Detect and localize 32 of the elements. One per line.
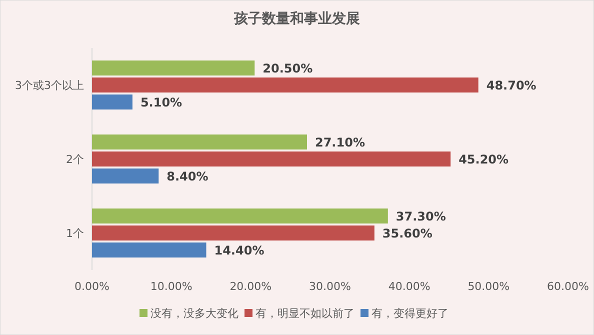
bar bbox=[92, 208, 388, 224]
data-label: 35.60% bbox=[382, 226, 432, 240]
chart-title: 孩子数量和事业发展 bbox=[233, 10, 360, 27]
data-label: 27.10% bbox=[314, 136, 365, 150]
bar bbox=[92, 134, 307, 150]
y-tick-label: 1个 bbox=[66, 227, 84, 240]
data-label: 48.70% bbox=[486, 78, 536, 92]
bar bbox=[92, 78, 478, 92]
data-label: 37.30% bbox=[396, 210, 446, 224]
x-tick-label: 40.00% bbox=[388, 280, 430, 293]
bar bbox=[92, 60, 255, 76]
legend-label: 有，变得更好了 bbox=[372, 307, 448, 320]
bar bbox=[92, 94, 132, 110]
legend-label: 有，明显不如以前了 bbox=[256, 307, 354, 320]
x-tick-label: 50.00% bbox=[468, 280, 510, 293]
x-tick-label: 0.00% bbox=[74, 280, 110, 293]
x-tick-label: 10.00% bbox=[150, 280, 192, 293]
data-label: 45.20% bbox=[458, 152, 509, 166]
x-tick-label: 30.00% bbox=[309, 280, 351, 293]
x-tick-label: 20.00% bbox=[230, 280, 272, 293]
data-label: 8.40% bbox=[166, 170, 208, 184]
bar bbox=[92, 242, 206, 258]
legend-label: 没有，没多大变化 bbox=[150, 307, 238, 320]
y-tick-label: 2个 bbox=[66, 153, 84, 166]
x-tick-label: 60.00% bbox=[547, 280, 589, 293]
y-tick-label: 3个或3个以上 bbox=[15, 79, 84, 92]
bar bbox=[92, 226, 374, 240]
data-label: 20.50% bbox=[262, 62, 313, 76]
data-label: 5.10% bbox=[140, 96, 182, 110]
bar bbox=[92, 152, 451, 166]
bar bbox=[92, 168, 159, 184]
data-label: 14.40% bbox=[214, 244, 264, 258]
